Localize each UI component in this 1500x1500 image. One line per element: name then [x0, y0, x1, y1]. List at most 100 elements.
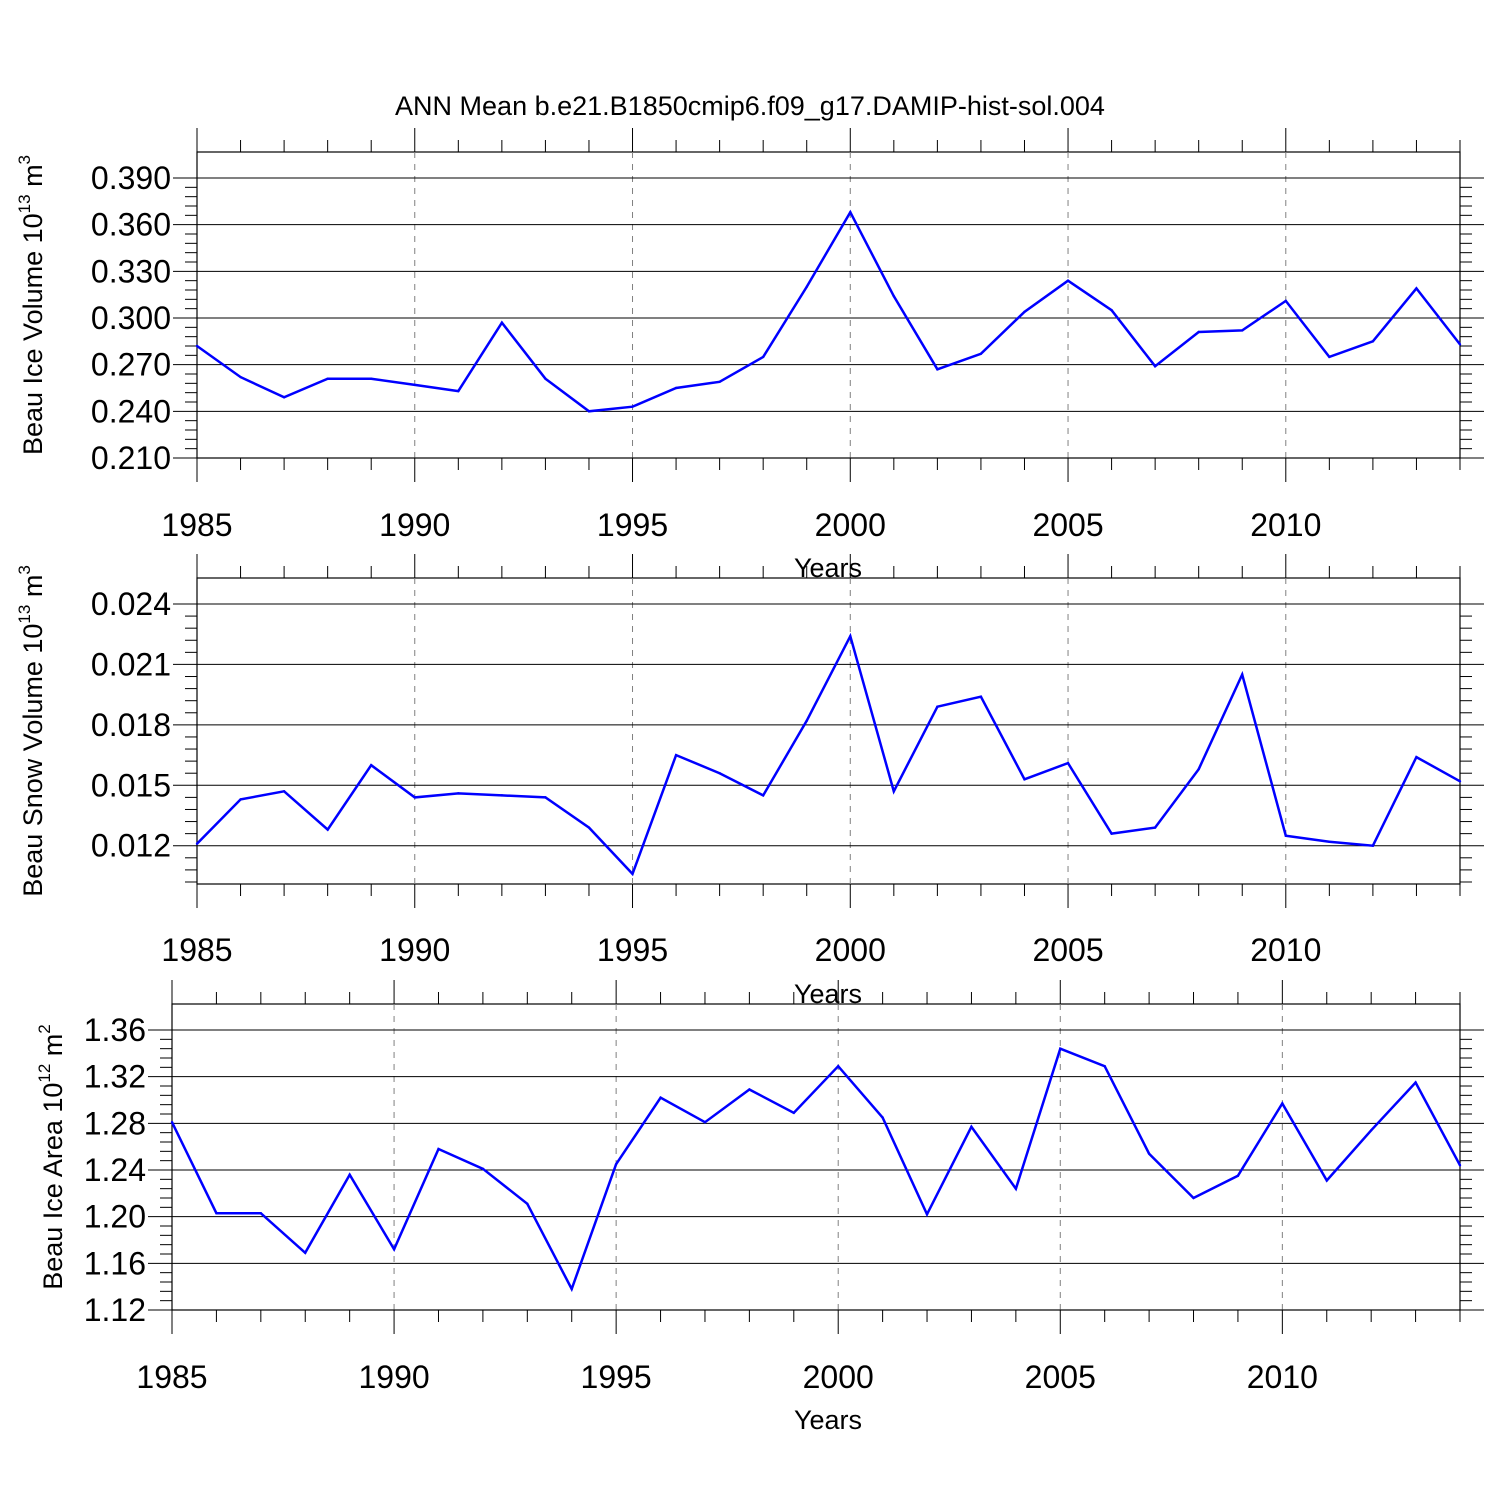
data-point — [1147, 1152, 1151, 1155]
data-point — [370, 377, 373, 380]
data-point — [718, 772, 721, 775]
x-tick-label: 1995 — [581, 1359, 652, 1395]
x-tick-label: 2005 — [1032, 507, 1103, 543]
data-point — [215, 1211, 218, 1215]
data-point — [1241, 329, 1244, 332]
data-point — [500, 321, 504, 324]
y-tick-label: 0.024 — [91, 586, 171, 622]
x-tick-label: 2010 — [1250, 507, 1321, 543]
data-point — [570, 1287, 573, 1291]
plot-frame — [196, 577, 1461, 885]
data-point — [413, 383, 416, 387]
data-point — [979, 695, 983, 698]
data-point — [195, 344, 199, 348]
data-point — [1153, 826, 1157, 829]
x-tick-label: 1990 — [358, 1359, 429, 1395]
data-point — [1281, 1102, 1284, 1105]
data-point — [1241, 673, 1244, 676]
data-point — [370, 763, 373, 767]
y-tick-label: 0.015 — [91, 767, 171, 803]
data-point — [1059, 1047, 1062, 1050]
data-point — [481, 1167, 485, 1171]
data-point — [1284, 299, 1287, 303]
data-point — [805, 285, 808, 289]
x-tick-label: 2005 — [1032, 932, 1103, 968]
data-point — [761, 355, 765, 359]
data-point — [1328, 840, 1331, 843]
data-point — [1066, 279, 1070, 282]
y-axis-title: Beau Ice Area 1012 m2 — [35, 1024, 68, 1290]
data-point — [881, 1116, 884, 1119]
series-line — [170, 1047, 1462, 1293]
y-tick-label: 0.240 — [91, 393, 171, 429]
x-axis-title: Years — [794, 1405, 862, 1435]
y-tick-label: 1.28 — [84, 1105, 146, 1141]
x-tick-label: 2005 — [1025, 1359, 1096, 1395]
data-point — [239, 798, 242, 801]
data-point — [1369, 1129, 1373, 1132]
data-point — [1325, 1179, 1328, 1182]
data-point — [674, 753, 678, 757]
x-tick-label: 2000 — [815, 507, 886, 543]
y-tick-label: 0.300 — [91, 300, 171, 336]
data-point — [614, 1162, 618, 1166]
y-tick-label: 1.16 — [84, 1245, 146, 1281]
y-tick-label: 0.021 — [91, 646, 171, 682]
data-point — [457, 792, 460, 795]
y-axis-title: Beau Snow Volume 1013 m3 — [15, 565, 48, 897]
x-tick-label: 1985 — [161, 932, 232, 968]
data-point — [703, 1120, 707, 1124]
panel-2: 0.024 0.021 0.018 0.015 0.012 1985 1990 1995 200… — [15, 554, 1484, 1009]
data-point — [1458, 780, 1462, 783]
data-point — [1371, 340, 1375, 343]
data-point — [1066, 761, 1070, 765]
series-line — [196, 632, 1461, 877]
data-point — [1328, 355, 1331, 359]
data-point — [970, 1125, 973, 1129]
y-axis-title: Beau Ice Volume 1013 m3 — [15, 155, 48, 455]
data-point — [761, 794, 765, 797]
data-point — [718, 380, 721, 383]
x-tick-label: 1995 — [597, 507, 668, 543]
x-tick-label: 1985 — [161, 507, 232, 543]
data-point — [1415, 287, 1418, 290]
y-tick-label: 0.330 — [91, 253, 171, 289]
y-tick-label: 1.32 — [84, 1059, 146, 1095]
data-point — [1023, 310, 1026, 313]
data-point — [1197, 330, 1200, 334]
data-point — [1284, 834, 1287, 837]
data-point — [1110, 832, 1113, 835]
data-point — [849, 635, 852, 638]
y-tick-label: 1.24 — [84, 1152, 146, 1188]
data-point — [1014, 1187, 1018, 1190]
data-point — [1371, 844, 1375, 847]
data-point — [936, 705, 939, 708]
data-point — [170, 1120, 174, 1124]
chart-title: ANN Mean b.e21.B1850cmip6.f09_g17.DAMIP-… — [395, 91, 1105, 121]
data-point — [631, 872, 634, 876]
data-point — [792, 1111, 795, 1115]
data-point — [892, 295, 896, 298]
data-point — [936, 368, 939, 371]
x-tick-label: 1990 — [379, 932, 450, 968]
x-tick-label: 1990 — [379, 507, 450, 543]
y-tick-label: 0.018 — [91, 707, 171, 743]
x-tick-label: 1985 — [136, 1359, 207, 1395]
data-point — [1110, 309, 1113, 312]
x-tick-label: 2010 — [1247, 1359, 1318, 1395]
data-point — [413, 796, 416, 799]
y-tick-label: 0.210 — [91, 440, 171, 476]
data-point — [544, 796, 547, 799]
data-point — [587, 826, 591, 829]
data-point — [587, 410, 591, 413]
data-point — [1236, 1174, 1240, 1178]
data-point — [544, 377, 547, 380]
data-point — [1197, 767, 1200, 771]
data-point — [979, 352, 983, 355]
data-point — [326, 828, 329, 831]
data-point — [304, 1251, 307, 1255]
data-point — [849, 211, 852, 214]
x-tick-label: 2000 — [815, 932, 886, 968]
